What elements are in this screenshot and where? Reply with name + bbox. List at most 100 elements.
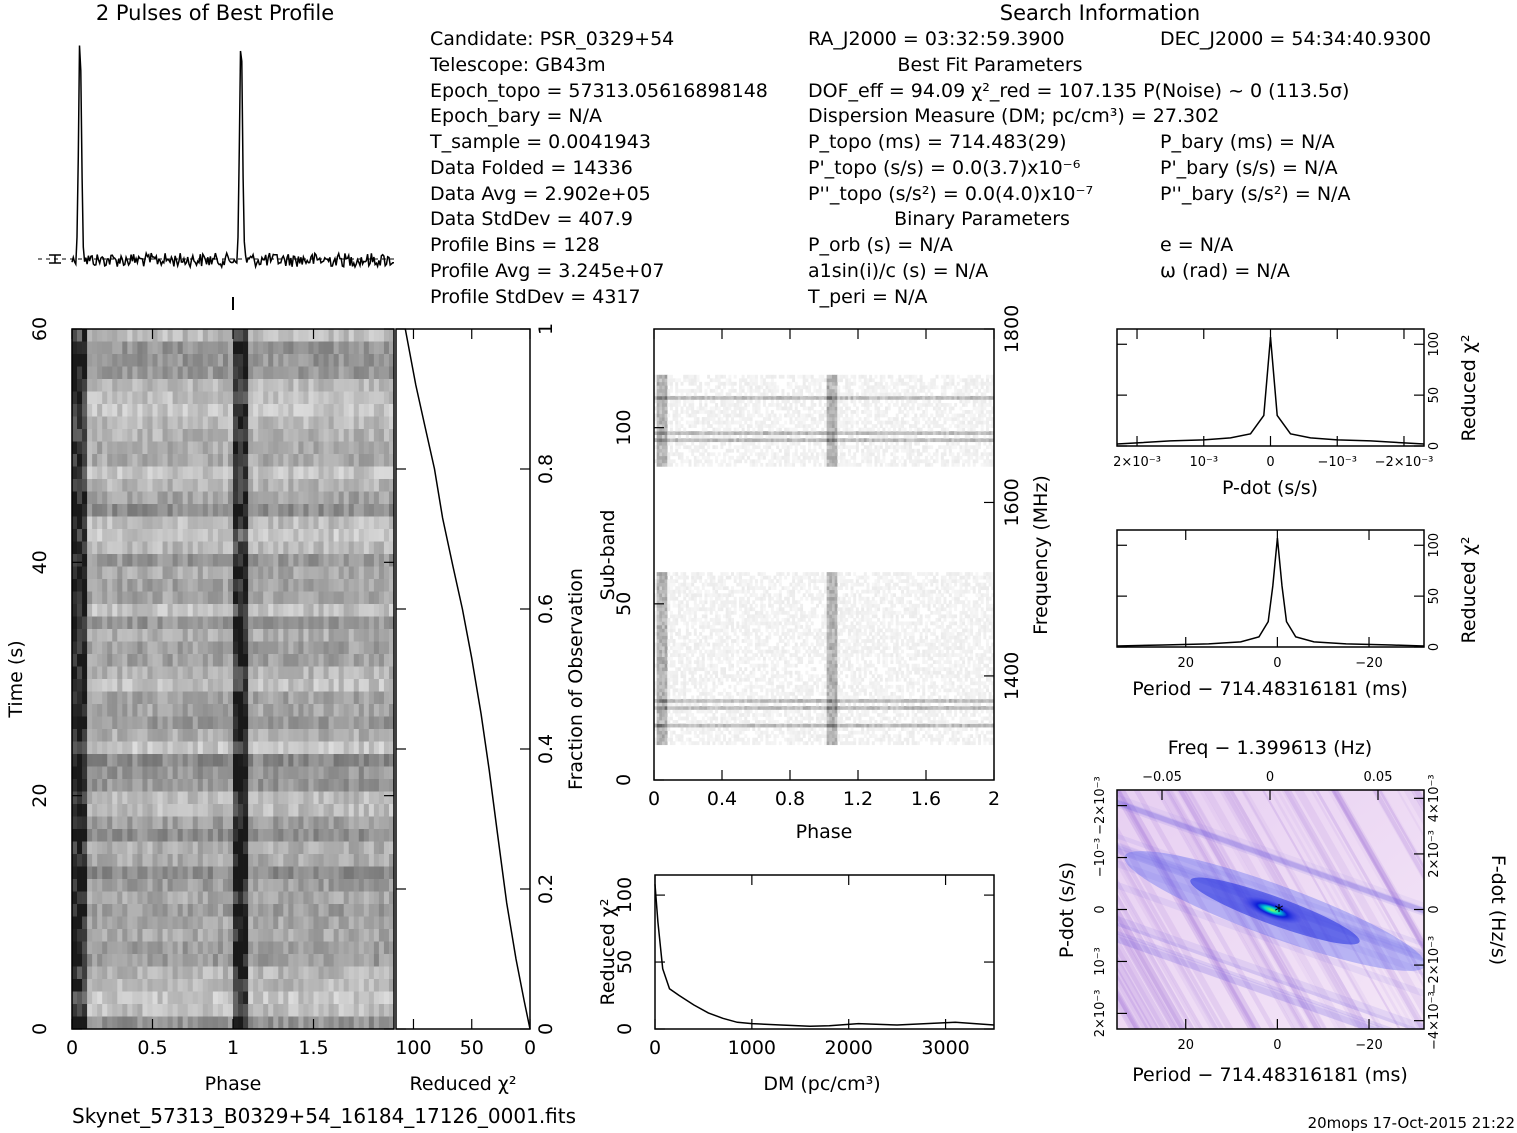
heatmap-cell xyxy=(87,754,93,767)
heatmap-cell xyxy=(177,529,184,542)
heatmap-cell xyxy=(97,616,103,630)
heatmap-cell xyxy=(207,916,214,930)
heatmap-cell xyxy=(693,445,697,450)
heatmap-cell xyxy=(353,979,360,992)
heatmap-cell xyxy=(122,541,128,555)
heatmap-cell xyxy=(268,929,274,942)
heatmap-cell xyxy=(313,954,319,967)
heatmap-cell xyxy=(182,791,189,805)
heatmap-cell xyxy=(202,954,209,967)
heatmap-cell xyxy=(167,329,174,342)
heatmap-cell xyxy=(358,379,365,392)
heatmap-cell xyxy=(137,941,143,955)
y-tick-label: 20 xyxy=(29,784,51,808)
heatmap-cell xyxy=(197,954,204,967)
heatmap-cell xyxy=(293,529,299,542)
heatmap-cell xyxy=(112,716,118,730)
heatmap-cell xyxy=(207,366,214,380)
heatmap-cell xyxy=(227,541,234,555)
heatmap-cell xyxy=(343,766,350,780)
heatmap-cell xyxy=(212,516,219,530)
heatmap-cell xyxy=(197,891,204,905)
heatmap-cell xyxy=(253,566,259,580)
heatmap-cell xyxy=(97,916,103,930)
heatmap-cell xyxy=(731,431,734,435)
heatmap-cell xyxy=(338,929,345,942)
heatmap-cell xyxy=(328,566,335,580)
heatmap-cell xyxy=(202,704,209,717)
heatmap-cell xyxy=(142,754,148,767)
heatmap-cell xyxy=(192,1016,199,1030)
heatmap-cell xyxy=(363,366,370,380)
heatmap-cell xyxy=(696,431,700,435)
heatmap-cell xyxy=(238,441,244,455)
heatmap-cell xyxy=(127,591,133,605)
heatmap-cell xyxy=(197,591,204,605)
heatmap-cell xyxy=(157,704,163,717)
heatmap-cell xyxy=(117,641,123,655)
heatmap-cell xyxy=(303,554,309,567)
heatmap-cell xyxy=(720,424,724,428)
heatmap-cell xyxy=(656,441,660,446)
heatmap-cell xyxy=(975,441,979,446)
heatmap-cell xyxy=(667,431,671,435)
heatmap-cell xyxy=(959,431,963,435)
heatmap-cell xyxy=(890,452,894,457)
heatmap-cell xyxy=(911,452,915,457)
heatmap-cell xyxy=(308,929,314,942)
heatmap-cell xyxy=(132,441,138,455)
heatmap-cell xyxy=(816,459,819,464)
heatmap-cell xyxy=(368,479,375,492)
heatmap-cell xyxy=(77,866,83,880)
heatmap-cell xyxy=(112,516,118,530)
heatmap-cell xyxy=(318,654,324,667)
heatmap-cell xyxy=(313,404,319,417)
heatmap-cell xyxy=(821,417,825,421)
heatmap-cell xyxy=(800,420,804,425)
heatmap-cell xyxy=(142,741,148,755)
heatmap-cell xyxy=(222,891,229,905)
heatmap-cell xyxy=(343,1016,350,1030)
heatmap-cell xyxy=(278,841,284,855)
heatmap-cell xyxy=(288,991,294,1005)
heatmap-cell xyxy=(749,438,753,443)
heatmap-cell xyxy=(82,816,88,830)
heatmap-cell xyxy=(278,741,284,755)
heatmap-cell xyxy=(142,529,148,542)
heatmap-cell xyxy=(378,391,385,405)
time-phase-heatmap xyxy=(72,329,395,1030)
heatmap-cell xyxy=(303,1004,309,1017)
heatmap-cell xyxy=(869,434,873,439)
heatmap-cell xyxy=(212,341,219,355)
heatmap-cell xyxy=(82,416,88,430)
heatmap-cell xyxy=(358,441,365,455)
heatmap-cell xyxy=(847,420,851,425)
heatmap-cell xyxy=(874,424,878,428)
heatmap-cell xyxy=(802,459,806,464)
heatmap-cell xyxy=(92,454,98,467)
heatmap-cell xyxy=(991,438,995,443)
heatmap-cell xyxy=(383,604,390,617)
heatmap-cell xyxy=(147,679,153,692)
heatmap-cell xyxy=(778,427,782,432)
heatmap-cell xyxy=(303,579,309,592)
heatmap-cell xyxy=(197,766,204,780)
heatmap-cell xyxy=(956,459,960,464)
heatmap-cell xyxy=(127,841,133,855)
heatmap-cell xyxy=(72,791,78,805)
heatmap-cell xyxy=(192,504,199,517)
heatmap-cell xyxy=(348,866,355,880)
heatmap-cell xyxy=(704,417,708,421)
heatmap-cell xyxy=(187,991,194,1005)
heatmap-cell xyxy=(736,420,740,425)
heatmap-cell xyxy=(172,366,179,380)
heatmap-cell xyxy=(338,729,345,742)
heatmap-cell xyxy=(298,1016,304,1030)
heatmap-cell xyxy=(383,1016,390,1030)
heatmap-cell xyxy=(112,854,118,867)
heatmap-cell xyxy=(238,579,244,592)
heatmap-cell xyxy=(882,434,886,439)
heatmap-cell xyxy=(132,866,138,880)
heatmap-cell xyxy=(177,579,184,592)
heatmap-cell xyxy=(227,616,234,630)
